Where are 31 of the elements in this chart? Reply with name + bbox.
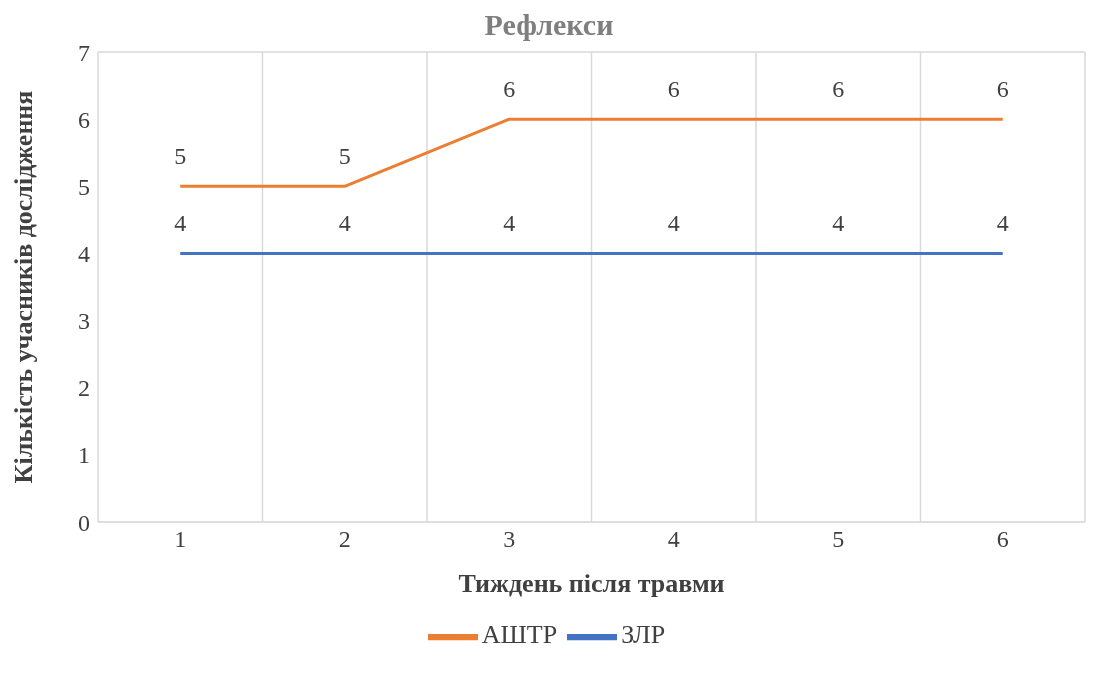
- data-label: 4: [996, 210, 1009, 237]
- y-tick-label: 0: [78, 509, 90, 536]
- legend-label: АШТР: [481, 619, 558, 649]
- data-label: 5: [338, 143, 351, 170]
- data-label: 5: [174, 143, 187, 170]
- x-axis-title: Тиждень після травми: [458, 569, 725, 598]
- data-label: 6: [503, 76, 516, 103]
- y-tick-label: 2: [78, 375, 90, 402]
- x-tick-label: 4: [667, 526, 680, 553]
- y-axis-title: Кількість учасників дослідження: [9, 90, 39, 484]
- data-label: 4: [174, 210, 187, 237]
- x-tick-label: 6: [996, 526, 1009, 553]
- y-tick-label: 4: [78, 240, 90, 267]
- chart-title: Рефлекси: [484, 8, 614, 41]
- data-label: 4: [667, 210, 680, 237]
- x-tick-label: 3: [503, 526, 516, 553]
- data-label: 6: [832, 76, 845, 103]
- y-tick-label: 5: [78, 173, 90, 200]
- data-label: 6: [996, 76, 1009, 103]
- data-label: 4: [338, 210, 351, 237]
- y-tick-label: 3: [78, 308, 90, 335]
- data-label: 6: [667, 76, 680, 103]
- data-label: 4: [503, 210, 516, 237]
- legend-label: ЗЛР: [621, 619, 666, 649]
- x-tick-label: 5: [832, 526, 845, 553]
- y-tick-label: 7: [78, 39, 90, 66]
- y-tick-label: 6: [78, 106, 90, 133]
- data-label: 4: [832, 210, 845, 237]
- y-tick-label: 1: [78, 442, 90, 469]
- x-tick-label: 2: [338, 526, 351, 553]
- x-tick-label: 1: [174, 526, 187, 553]
